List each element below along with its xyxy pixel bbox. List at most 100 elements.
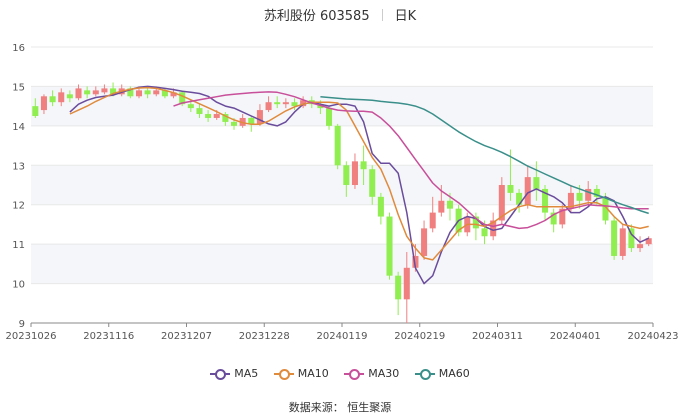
- candle-body: [230, 121, 238, 126]
- candle-body: [481, 228, 488, 237]
- candle-body: [533, 177, 540, 189]
- chart-title: 苏利股份 603585 日K: [0, 5, 680, 24]
- candle-body: [645, 238, 652, 245]
- candle-body: [386, 216, 393, 276]
- candle-body: [472, 216, 479, 229]
- x-tick-label: 20240423: [628, 331, 679, 342]
- candle-body: [110, 88, 117, 95]
- candle-body: [213, 114, 220, 118]
- candle-body: [524, 177, 531, 205]
- candle-body: [541, 188, 549, 213]
- period-label: 日K: [394, 9, 417, 24]
- legend-label: MA30: [368, 367, 400, 380]
- legend-swatch: [273, 368, 294, 380]
- y-tick-label: 16: [12, 43, 25, 54]
- candle-body: [40, 96, 47, 111]
- candle-body: [49, 96, 56, 103]
- legend: MA5 MA10 MA30 MA60: [0, 367, 680, 382]
- candle-body: [377, 196, 384, 217]
- candle-body: [412, 255, 419, 268]
- candle-body: [619, 228, 626, 256]
- candle-body: [205, 114, 212, 118]
- candle-body: [274, 102, 281, 105]
- candle-body: [300, 100, 307, 107]
- candle-body: [438, 200, 445, 213]
- candle-body: [369, 169, 376, 197]
- x-tick-label: 20240311: [472, 331, 523, 342]
- candle-body: [170, 92, 177, 97]
- candle-body: [446, 200, 454, 209]
- candle-body: [196, 108, 203, 115]
- x-axis: 20231026 20231116 20231207 20231228 20240119…: [6, 322, 679, 342]
- plot-bands: [31, 86, 653, 284]
- ma-line-ma30: [173, 91, 649, 230]
- candle-body: [550, 212, 557, 225]
- candle-body: [256, 110, 263, 124]
- title-separator: [381, 9, 383, 21]
- candle-body: [179, 92, 186, 105]
- candle-body: [334, 125, 341, 166]
- x-tick-label: 20240219: [394, 331, 445, 342]
- candle-body: [282, 102, 289, 105]
- legend-label: MA5: [234, 367, 259, 380]
- y-tick-label: 15: [12, 82, 25, 93]
- candle-body: [585, 188, 592, 201]
- candle-body: [628, 228, 635, 249]
- y-tick-label: 10: [12, 280, 25, 291]
- candle-body: [248, 117, 255, 124]
- candle-body: [351, 161, 358, 185]
- gridlines: [31, 46, 653, 324]
- legend-swatch: [210, 368, 231, 380]
- candle-body: [291, 102, 298, 107]
- candle-body: [84, 90, 91, 95]
- stock-name-code: 苏利股份 603585: [263, 9, 370, 24]
- x-tick-label: 20240401: [550, 331, 601, 342]
- candle-body: [490, 220, 497, 237]
- legend-label: MA60: [438, 367, 470, 380]
- ma-line-ma60: [320, 95, 649, 215]
- candle-body: [602, 196, 609, 221]
- candle-body: [421, 228, 428, 256]
- candle-body: [429, 212, 436, 229]
- candle-body: [507, 185, 514, 193]
- candle-body: [92, 90, 99, 95]
- legend-ma30[interactable]: MA30: [344, 367, 399, 380]
- y-axis: 9 10 11 12 13 14 15 16: [12, 43, 25, 330]
- legend-ma5[interactable]: MA5: [210, 367, 258, 380]
- candle-body: [403, 267, 410, 300]
- candle-body: [567, 192, 574, 209]
- candle-body: [559, 208, 566, 225]
- y-tick-label: 12: [12, 201, 25, 212]
- candle-body: [360, 161, 367, 170]
- candle-body: [161, 90, 168, 97]
- legend-ma60[interactable]: MA60: [414, 367, 470, 380]
- legend-swatch: [414, 368, 435, 380]
- ma-line-ma5: [69, 85, 650, 285]
- legend-swatch: [344, 368, 365, 380]
- legend-ma10[interactable]: MA10: [273, 367, 329, 380]
- y-tick-label: 13: [12, 161, 25, 172]
- ma-lines: [69, 85, 650, 285]
- candle-body: [611, 220, 618, 256]
- y-tick-label: 14: [12, 122, 25, 133]
- candle-body: [576, 192, 583, 201]
- x-tick-label: 20231026: [6, 331, 57, 342]
- candle-body: [144, 90, 151, 95]
- candle-body: [593, 188, 600, 197]
- x-tick-label: 20231207: [161, 331, 212, 342]
- x-tick-label: 20231116: [83, 331, 134, 342]
- plot-band: [31, 165, 653, 205]
- candle-body: [265, 102, 272, 111]
- candle-body: [516, 192, 523, 205]
- candle-body: [127, 88, 134, 97]
- ma-line-ma10: [69, 86, 649, 261]
- x-tick-label: 20240119: [317, 331, 368, 342]
- candle-body: [135, 90, 143, 97]
- y-tick-label: 11: [12, 240, 25, 251]
- y-tick-label: 9: [19, 319, 25, 330]
- legend-label: MA10: [297, 367, 329, 380]
- candle-body: [187, 104, 194, 109]
- candle-body: [101, 88, 108, 93]
- candle-body: [32, 106, 39, 116]
